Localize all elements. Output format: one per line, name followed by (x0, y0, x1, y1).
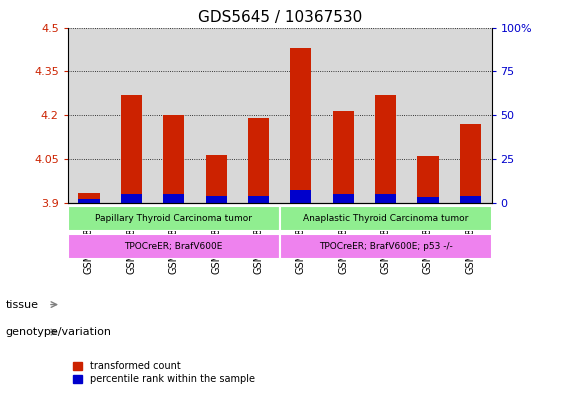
Bar (290, 48, 311, 203)
Bar (280, 234, 492, 259)
Title: GDS5645 / 10367530: GDS5645 / 10367530 (198, 10, 362, 25)
Text: genotype/variation: genotype/variation (6, 327, 112, 337)
Bar (121, 194, 142, 203)
Legend: transformed count, percentile rank within the sample: transformed count, percentile rank withi… (73, 361, 255, 384)
Bar (460, 196, 481, 203)
Bar (79, 199, 99, 203)
Bar (206, 196, 227, 203)
Bar (280, 206, 492, 231)
Bar (163, 194, 184, 203)
Bar (79, 193, 99, 203)
Bar (163, 115, 184, 203)
Bar (121, 95, 142, 203)
Bar (333, 111, 354, 203)
Bar (375, 95, 396, 203)
Text: Anaplastic Thyroid Carcinoma tumor: Anaplastic Thyroid Carcinoma tumor (303, 214, 468, 223)
Bar (460, 124, 481, 203)
Bar (418, 197, 438, 203)
Bar (248, 196, 269, 203)
Text: TPOCreER; BrafV600E: TPOCreER; BrafV600E (124, 242, 223, 251)
Text: Papillary Thyroid Carcinoma tumor: Papillary Thyroid Carcinoma tumor (95, 214, 252, 223)
Text: TPOCreER; BrafV600E; p53 -/-: TPOCreER; BrafV600E; p53 -/- (319, 242, 453, 251)
Bar (290, 191, 311, 203)
Bar (68, 234, 280, 259)
Bar (418, 156, 438, 203)
Bar (206, 154, 227, 203)
Bar (248, 118, 269, 203)
Text: tissue: tissue (6, 299, 38, 310)
Bar (375, 194, 396, 203)
Bar (333, 194, 354, 203)
Bar (68, 206, 280, 231)
